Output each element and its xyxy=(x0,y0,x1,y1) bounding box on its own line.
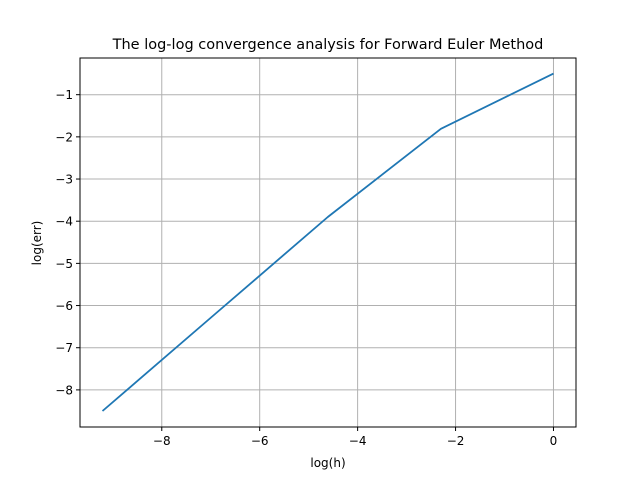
y-tick-label: −5 xyxy=(55,257,73,271)
ticks: −8 −6 −4 −2 0 −8 −7 −6 −5 −4 −3 −2 −1 xyxy=(55,88,557,448)
series-line xyxy=(101,72,554,412)
x-tick-label: −2 xyxy=(447,434,465,448)
x-tick-label: −6 xyxy=(251,434,269,448)
x-tick-label: 0 xyxy=(550,434,558,448)
x-tick-label: −4 xyxy=(349,434,367,448)
y-axis-label: log(err) xyxy=(30,221,44,266)
y-tick-label: −3 xyxy=(55,173,73,187)
y-tick-label: −6 xyxy=(55,299,73,313)
x-axis-label: log(h) xyxy=(310,456,345,470)
y-tick-label: −7 xyxy=(55,341,73,355)
chart-title: The log-log convergence analysis for For… xyxy=(112,37,544,53)
y-tick-label: −4 xyxy=(55,215,73,229)
y-tick-label: −8 xyxy=(55,383,73,397)
plot-area-frame xyxy=(79,57,577,428)
series-layer xyxy=(101,72,554,412)
grid xyxy=(80,58,576,427)
y-tick-label: −2 xyxy=(55,130,73,144)
x-tick-label: −8 xyxy=(153,434,171,448)
y-tick-label: −1 xyxy=(55,88,73,102)
